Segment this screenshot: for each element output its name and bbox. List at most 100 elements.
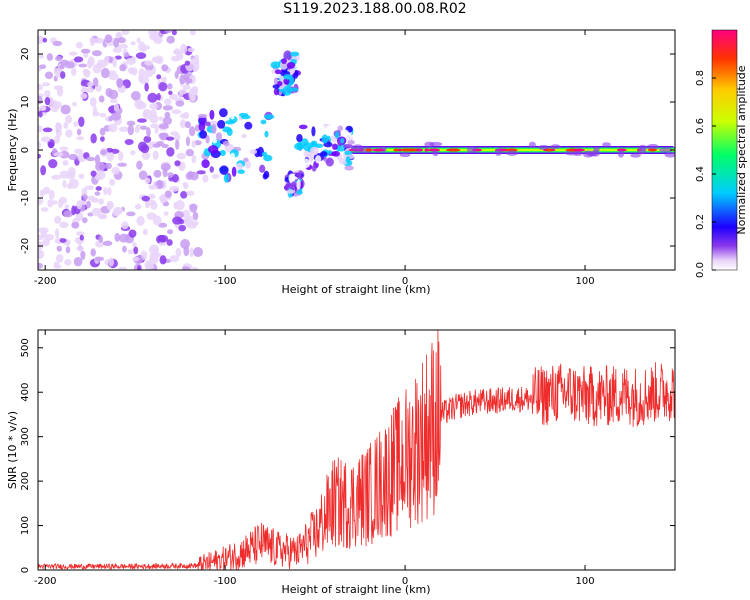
heat-cell xyxy=(191,140,197,148)
y-tick-label: 20 xyxy=(20,48,31,61)
spectrogram-marks xyxy=(38,30,675,270)
heat-cell xyxy=(158,241,166,247)
heat-cell xyxy=(38,262,43,269)
heat-cell xyxy=(162,116,172,125)
chart-title: S119.2023.188.00.08.R02 xyxy=(283,1,467,17)
heat-cell xyxy=(142,228,148,236)
heat-cell xyxy=(117,162,128,167)
heat-cell xyxy=(80,48,91,54)
heat-cell xyxy=(564,150,579,156)
heat-cell xyxy=(87,81,95,87)
heat-cell xyxy=(103,187,108,196)
heat-cell xyxy=(109,98,118,104)
heat-cell xyxy=(38,110,43,118)
spectrogram-y-ticks: -20 -10 0 10 20 xyxy=(20,48,675,254)
heat-cell xyxy=(85,156,96,162)
heat-cell xyxy=(188,88,199,96)
heat-cell xyxy=(573,148,585,152)
y-tick-label: 10 xyxy=(20,96,31,109)
heat-cell xyxy=(54,55,63,62)
heat-cell xyxy=(59,64,65,70)
heat-cell xyxy=(272,84,280,89)
heat-cell xyxy=(588,151,596,157)
heat-cell xyxy=(149,114,159,124)
heat-cell xyxy=(76,246,85,251)
heat-cell xyxy=(56,245,63,252)
snr-y-label: SNR (10 * v/v) xyxy=(6,411,19,489)
heat-cell xyxy=(630,153,641,158)
heat-cell xyxy=(226,128,233,137)
x-tick-label: 0 xyxy=(402,276,408,287)
heat-cell xyxy=(175,139,180,150)
heat-cell xyxy=(648,148,657,152)
heat-cell xyxy=(158,116,163,121)
heat-cell xyxy=(138,74,143,83)
heat-cell xyxy=(85,200,92,209)
heat-cell xyxy=(274,69,282,75)
heat-cell xyxy=(146,212,157,220)
heat-cell xyxy=(38,249,45,260)
heat-cell xyxy=(60,59,69,66)
heat-cell xyxy=(344,150,353,156)
heat-cell xyxy=(99,112,107,118)
x-tick-label: -100 xyxy=(214,576,237,587)
heat-cell xyxy=(51,200,58,205)
heat-cell xyxy=(164,111,171,119)
heat-cell xyxy=(80,250,86,260)
heat-cell xyxy=(41,82,51,87)
heat-cell xyxy=(259,164,266,173)
heat-cell xyxy=(302,142,313,152)
heat-cell xyxy=(138,41,146,52)
colorbar-tick-label: 0.2 xyxy=(695,214,706,230)
heat-cell xyxy=(199,130,208,139)
heat-cell xyxy=(617,150,625,158)
y-tick-label: -10 xyxy=(20,190,31,206)
heat-cell xyxy=(219,165,229,175)
heat-cell xyxy=(126,211,136,217)
x-tick-label: 0 xyxy=(402,576,408,587)
heat-cell xyxy=(146,127,151,138)
heat-cell xyxy=(153,169,162,178)
colorbar-gradient xyxy=(711,29,738,271)
colorbar-ticks: 0.0 0.2 0.4 0.6 0.8 xyxy=(695,70,716,278)
heat-cell xyxy=(327,150,333,155)
heat-cell xyxy=(42,238,50,247)
heat-cell xyxy=(126,120,136,126)
x-tick-label: -200 xyxy=(34,276,57,287)
heat-cell xyxy=(94,191,101,196)
heat-cell xyxy=(289,68,294,75)
heat-cell xyxy=(38,125,43,133)
heat-cell xyxy=(114,55,122,60)
y-tick-label: 0 xyxy=(20,147,31,153)
heat-cell xyxy=(207,145,219,154)
heat-cell xyxy=(212,138,218,144)
heat-cell xyxy=(104,162,112,170)
heat-cell xyxy=(144,177,151,184)
heat-cell xyxy=(163,211,169,216)
heat-cell xyxy=(219,149,226,156)
heat-cell xyxy=(76,200,83,210)
heat-cell xyxy=(43,186,51,195)
heat-cell xyxy=(169,255,180,263)
heat-cell xyxy=(125,57,137,65)
heat-cell xyxy=(97,213,108,220)
heat-cell xyxy=(174,70,179,79)
heat-cell xyxy=(260,119,267,125)
heat-cell xyxy=(264,114,275,120)
heat-cell xyxy=(205,134,210,144)
heat-cell xyxy=(89,36,96,47)
heat-cell xyxy=(70,67,77,77)
heat-cell xyxy=(173,201,178,210)
heat-cell xyxy=(130,91,141,101)
heat-cell xyxy=(167,83,173,90)
heat-cell xyxy=(180,191,188,199)
heat-cell xyxy=(273,77,278,85)
heat-cell xyxy=(149,256,159,265)
heat-cell xyxy=(321,134,329,144)
heat-cell xyxy=(166,35,175,44)
heat-cell xyxy=(185,148,194,157)
heat-cell xyxy=(143,69,153,78)
x-tick-label: -100 xyxy=(214,276,237,287)
heat-cell xyxy=(176,152,186,160)
